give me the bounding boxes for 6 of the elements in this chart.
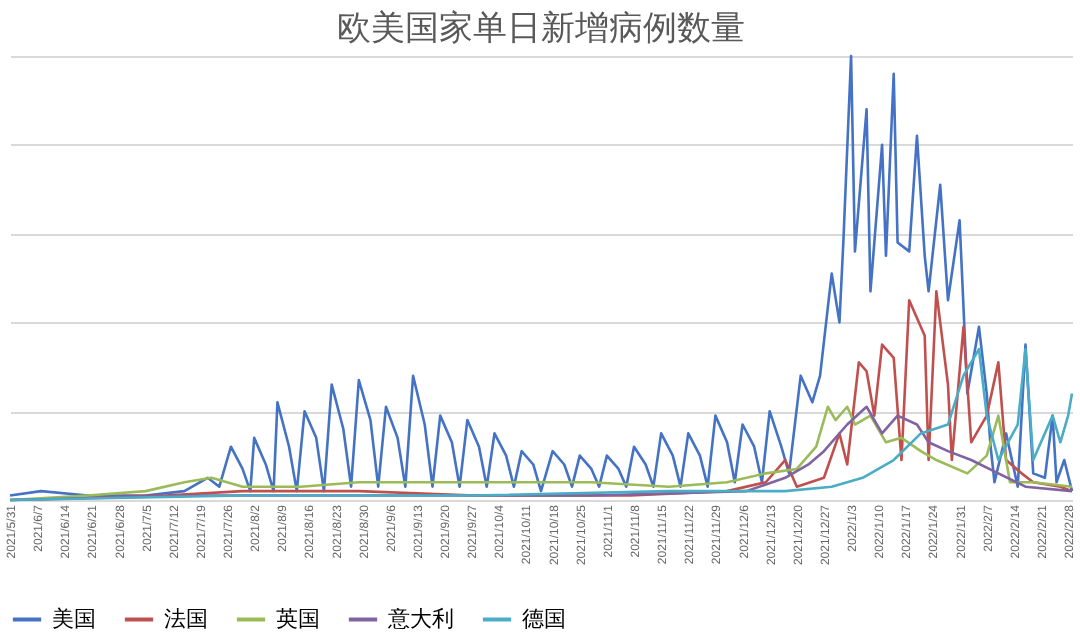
legend-label: 英国 xyxy=(276,605,320,632)
legend-label: 美国 xyxy=(52,605,96,632)
legend-label: 意大利 xyxy=(386,605,454,632)
chart-title: 欧美国家单日新增病例数量 xyxy=(337,8,745,49)
legend-label: 法国 xyxy=(164,605,208,632)
legend-label: 德国 xyxy=(522,607,566,632)
